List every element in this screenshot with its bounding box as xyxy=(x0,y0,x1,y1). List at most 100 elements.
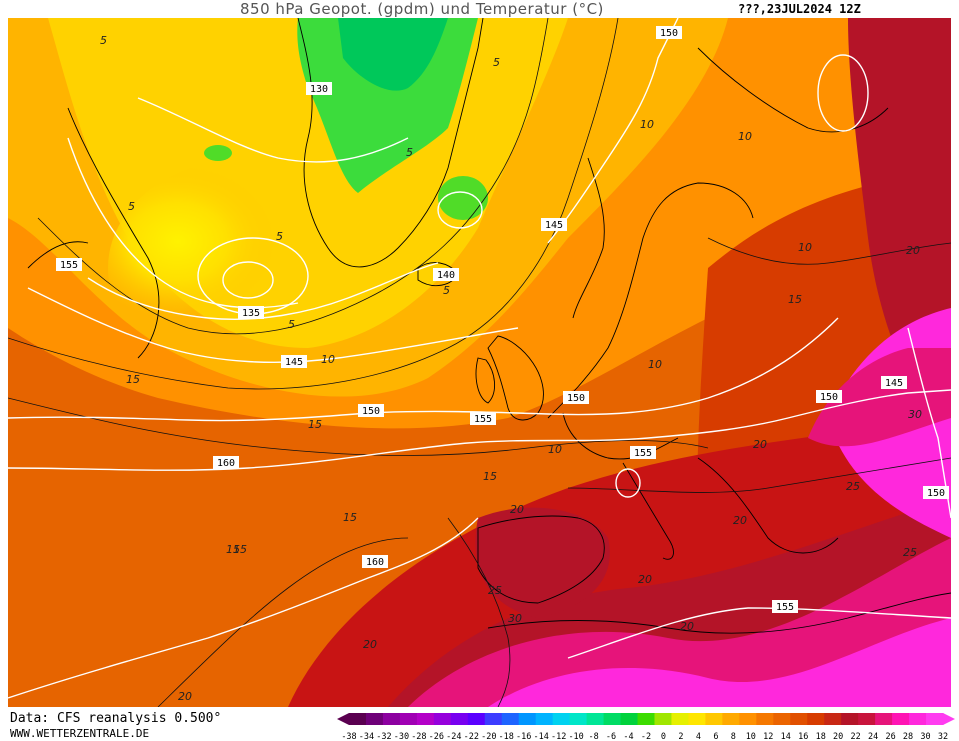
map-title: 850 hPa Geopot. (gpdm) und Temperatur (°… xyxy=(240,0,604,18)
legend-swatch xyxy=(365,713,384,725)
temp-zone-iberia xyxy=(475,507,610,618)
legend-swatch xyxy=(484,713,503,725)
legend-tick-label: 2 xyxy=(678,732,683,741)
geo-label-140: 140 xyxy=(433,268,459,281)
legend-swatch xyxy=(875,713,893,725)
legend-swatch xyxy=(501,713,520,725)
legend-swatch xyxy=(773,713,791,725)
legend-tick-label: 18 xyxy=(816,732,826,741)
svg-text:10: 10 xyxy=(548,443,562,456)
svg-text:15: 15 xyxy=(788,293,802,306)
legend-swatch xyxy=(349,713,367,725)
legend-tick-label: 16 xyxy=(798,732,808,741)
legend-swatch xyxy=(671,713,689,725)
legend-tick-label: -20 xyxy=(481,732,496,741)
svg-text:150: 150 xyxy=(567,393,585,404)
svg-text:20: 20 xyxy=(638,573,652,586)
svg-text:150: 150 xyxy=(362,406,380,417)
map-date: ???,23JUL2024 12Z xyxy=(738,2,861,16)
svg-text:10: 10 xyxy=(738,130,752,143)
svg-text:15: 15 xyxy=(483,470,497,483)
svg-text:25: 25 xyxy=(903,546,917,559)
cold-spot-iceland xyxy=(438,176,488,220)
svg-text:160: 160 xyxy=(366,557,384,568)
legend-swatch xyxy=(892,713,910,725)
legend-tick-label: -32 xyxy=(376,732,391,741)
svg-text:160: 160 xyxy=(217,458,235,469)
svg-text:5: 5 xyxy=(128,200,135,213)
legend-tick-label: -38 xyxy=(341,732,356,741)
legend-tick-label: -24 xyxy=(446,732,461,741)
legend-arrow-right xyxy=(943,713,955,725)
legend-swatch xyxy=(756,713,774,725)
svg-text:155: 155 xyxy=(474,414,492,425)
geo-label-150-c: 150 xyxy=(358,404,384,417)
legend-tick-label: -28 xyxy=(411,732,426,741)
svg-text:155: 155 xyxy=(776,602,794,613)
legend-tick-label: -10 xyxy=(568,732,583,741)
geo-label-135: 135 xyxy=(238,306,264,319)
cold-spot-small xyxy=(204,145,232,161)
svg-text:5: 5 xyxy=(443,284,450,297)
legend-tick-label: -8 xyxy=(588,732,598,741)
legend-swatch xyxy=(790,713,808,725)
map-canvas: 150 130 145 155 140 135 145 150 155 150 … xyxy=(8,18,951,707)
svg-text:155: 155 xyxy=(60,260,78,271)
geopotential-labels: 150 130 145 155 140 135 145 150 155 150 … xyxy=(56,26,949,613)
svg-text:15: 15 xyxy=(308,418,322,431)
cold-zone-greenland xyxy=(297,18,478,193)
legend-swatch xyxy=(586,713,605,725)
legend-tick-label: 4 xyxy=(696,732,701,741)
color-legend: -38 -34 -32 -30 -28 -26 -24 -22 -20 -18 -16 -14 -12-… xyxy=(337,713,955,741)
geo-label-130: 130 xyxy=(306,82,332,95)
geo-label-145-e: 145 xyxy=(881,376,907,389)
low-pressure-core xyxy=(108,158,388,378)
svg-text:15: 15 xyxy=(126,373,140,386)
svg-text:10: 10 xyxy=(640,118,654,131)
site-label: WWW.WETTERZENTRALE.DE xyxy=(10,727,150,740)
legend-swatch xyxy=(705,713,723,725)
legend-tick-label: -30 xyxy=(394,732,409,741)
geo-label-155-w: 155 xyxy=(56,258,82,271)
legend-swatch xyxy=(416,713,435,725)
legend-swatch xyxy=(569,713,588,725)
svg-text:15: 15 xyxy=(226,543,240,556)
legend-tick-label: 6 xyxy=(713,732,718,741)
legend-tick-label: 8 xyxy=(731,732,736,741)
svg-text:20: 20 xyxy=(906,244,920,257)
legend-tick-label: 14 xyxy=(781,732,791,741)
legend-swatch xyxy=(722,713,740,725)
footer: Data: CFS reanalysis 0.500° WWW.WETTERZE… xyxy=(0,707,959,741)
data-source-label: Data: CFS reanalysis 0.500° xyxy=(10,711,222,726)
temp-zone-32-africa xyxy=(488,618,951,707)
geo-label-150-se: 150 xyxy=(923,486,949,499)
svg-text:145: 145 xyxy=(545,220,563,231)
legend-swatch xyxy=(518,713,537,725)
svg-text:15: 15 xyxy=(343,511,357,524)
svg-text:150: 150 xyxy=(820,392,838,403)
svg-text:20: 20 xyxy=(680,620,694,633)
legend-swatch xyxy=(535,713,554,725)
temperature-labels: 5 5 5 5 10 10 5 5 5 10 15 15 15 10 10 10… xyxy=(100,34,922,703)
svg-text:30: 30 xyxy=(908,408,922,421)
legend-tick-label: -12 xyxy=(551,732,566,741)
svg-text:145: 145 xyxy=(885,378,903,389)
svg-text:20: 20 xyxy=(363,638,377,651)
legend-swatch xyxy=(909,713,927,725)
svg-text:150: 150 xyxy=(927,488,945,499)
legend-tick-label: -26 xyxy=(429,732,444,741)
legend-tick-label: 12 xyxy=(763,732,773,741)
legend-swatch xyxy=(552,713,571,725)
legend-tick-label: -4 xyxy=(623,732,633,741)
legend-tick-label: 26 xyxy=(885,732,895,741)
svg-text:10: 10 xyxy=(648,358,662,371)
svg-text:20: 20 xyxy=(733,514,747,527)
legend-swatch xyxy=(467,713,486,725)
svg-text:5: 5 xyxy=(406,146,413,159)
legend-tick-label: 30 xyxy=(920,732,930,741)
svg-text:145: 145 xyxy=(285,357,303,368)
legend-tick-label: -22 xyxy=(464,732,479,741)
geo-label-150-e: 150 xyxy=(816,390,842,403)
svg-text:5: 5 xyxy=(288,318,295,331)
